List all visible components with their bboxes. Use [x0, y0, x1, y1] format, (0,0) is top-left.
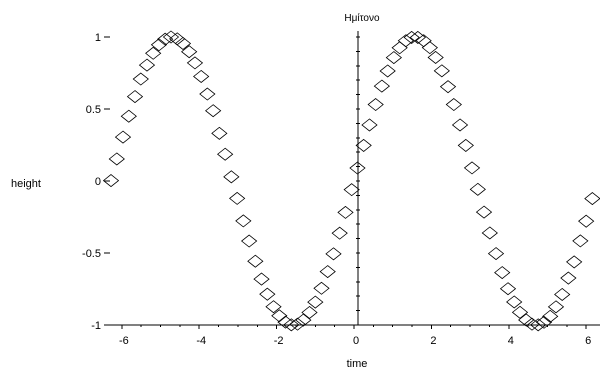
data-point [481, 226, 498, 240]
data-point [211, 126, 228, 140]
data-point [451, 118, 469, 132]
data-point [433, 64, 450, 78]
data-point [138, 58, 156, 72]
data-point [572, 234, 589, 248]
data-point [181, 45, 198, 59]
data-point [271, 309, 288, 323]
data-point [560, 271, 577, 285]
data-point [301, 305, 318, 319]
data-point [217, 147, 234, 161]
data-point [373, 79, 391, 93]
data-point [403, 30, 420, 44]
data-point [421, 41, 438, 55]
data-point [240, 234, 258, 248]
data-point [349, 161, 366, 175]
data-point [511, 305, 529, 319]
data-point [157, 32, 174, 46]
ticks-layer: -6 -4 -2 0 2 4 6 -1 -0.5 0 0.5 1 [82, 32, 591, 347]
x-tick-label: 2 [430, 335, 436, 347]
axes-layer [110, 31, 600, 326]
data-point [295, 313, 312, 327]
data-point [313, 281, 330, 295]
data-point [126, 90, 144, 104]
data-point [277, 315, 294, 329]
data-point [427, 50, 444, 64]
data-point [253, 272, 270, 286]
data-point [457, 138, 474, 152]
x-tick-label: 0 [353, 335, 359, 347]
data-point [367, 98, 384, 112]
data-point [542, 309, 559, 323]
data-point [385, 51, 402, 65]
data-point [578, 214, 595, 228]
data-point [199, 87, 216, 101]
data-point [439, 80, 457, 94]
data-point [547, 300, 565, 314]
data-point [186, 56, 204, 70]
data-point [145, 46, 162, 60]
y-tick-label: -1 [91, 320, 101, 332]
data-point [584, 192, 600, 206]
data-point [331, 226, 348, 240]
data-point [223, 170, 240, 184]
data-point [379, 64, 396, 78]
data-point [506, 295, 523, 309]
data-point [132, 72, 149, 86]
data-point [499, 282, 517, 296]
data-point [162, 30, 180, 44]
data-point [475, 205, 493, 219]
data-point [445, 98, 462, 112]
data-point [494, 266, 511, 280]
x-tick-label: -2 [274, 335, 284, 347]
data-point [174, 36, 192, 50]
data-point [325, 247, 342, 261]
data-point [114, 130, 132, 144]
x-tick-label: -4 [196, 335, 206, 347]
data-point [397, 34, 414, 48]
data-point [205, 104, 222, 118]
data-point [193, 69, 210, 83]
data-point [355, 138, 372, 152]
x-tick-label: -6 [119, 335, 129, 347]
data-point [102, 174, 120, 188]
data-point [343, 183, 360, 197]
data-point [120, 109, 137, 123]
y-tick-label: 0.5 [86, 104, 101, 116]
data-point [535, 315, 553, 329]
y-tick-label: -0.5 [82, 248, 101, 260]
data-point [361, 118, 378, 132]
data-point [108, 152, 125, 166]
data-point [554, 287, 571, 301]
data-point [247, 254, 264, 268]
data-point [259, 287, 276, 301]
data-point [229, 191, 246, 205]
data-point [530, 318, 547, 332]
y-tick-label: 0 [95, 176, 101, 188]
y-tick-label: 1 [95, 32, 101, 44]
data-point [463, 161, 481, 175]
data-point [235, 214, 252, 228]
x-tick-label: 4 [508, 335, 514, 347]
chart-title: Ημίτονο [344, 12, 380, 24]
data-point [150, 38, 168, 52]
data-point [283, 318, 300, 332]
data-point [487, 247, 505, 261]
markers-layer [102, 30, 600, 332]
data-point [289, 317, 306, 331]
x-tick-label: 6 [585, 335, 591, 347]
data-point [307, 295, 324, 309]
data-point [265, 300, 282, 314]
data-point [337, 205, 354, 219]
data-point [566, 255, 583, 269]
x-axis-title: time [347, 358, 368, 370]
data-point [469, 182, 486, 196]
y-axis-title: height [11, 178, 41, 190]
data-point [319, 265, 336, 279]
